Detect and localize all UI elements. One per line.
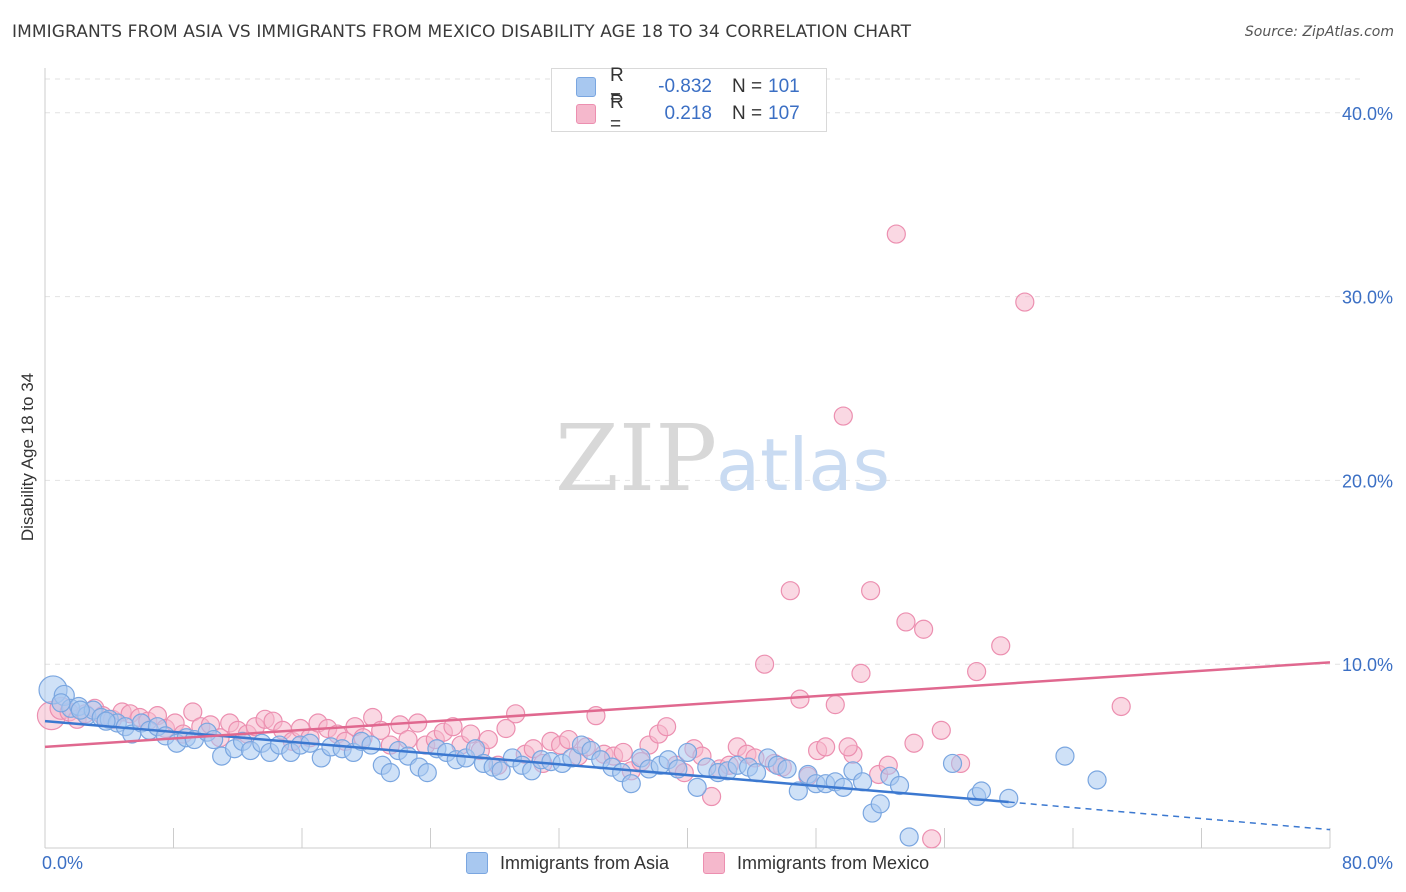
x-tick-label-max: 80.0% [1342, 853, 1393, 873]
asia-point [204, 729, 224, 750]
y-tick-label: 40.0% [1342, 104, 1393, 124]
asia-point [677, 742, 698, 763]
asia-point [899, 827, 919, 847]
mexico-point [701, 786, 722, 807]
asia-point [51, 693, 71, 713]
chart-title: IMMIGRANTS FROM ASIA VS IMMIGRANTS FROM … [12, 22, 912, 42]
mexico-swatch [576, 104, 596, 124]
watermark-atlas: atlas [716, 423, 890, 507]
mexico-n-value: 107 [768, 103, 800, 124]
asia-point [361, 735, 381, 755]
mexico-r-value: 0.218 [664, 103, 712, 124]
asia-n-value: 101 [768, 76, 800, 97]
asia-point [870, 794, 890, 814]
r-label: R = [610, 92, 624, 135]
mexico-point [754, 654, 775, 674]
mexico-point [613, 742, 633, 763]
legend-item-mexico[interactable]: Immigrants from Mexico [703, 852, 929, 874]
mexico-point [1015, 292, 1035, 312]
mexico-point [886, 224, 906, 244]
y-axis-label: Disability Age 18 to 34 [18, 373, 37, 541]
legend-label-asia: Immigrants from Asia [500, 852, 670, 873]
asia-point [1087, 770, 1107, 790]
mexico-point [816, 737, 836, 757]
asia-point [746, 763, 767, 783]
asia-point [1055, 746, 1075, 766]
legend-label-mexico: Immigrants from Mexico [737, 852, 930, 873]
mexico-point [780, 581, 800, 601]
asia-trend-extension [1008, 801, 1331, 831]
correlation-legend: R = -0.832 N = 101 R = 0.218 N = 107 [551, 65, 827, 135]
mexico-point [851, 663, 871, 683]
mexico-point [443, 717, 463, 737]
r-label: R = [610, 65, 624, 108]
legend-item-asia[interactable]: Immigrants from Asia [466, 852, 669, 874]
mexico-point [790, 689, 810, 709]
mexico-point [931, 720, 951, 740]
mexico-point [904, 733, 924, 753]
asia-point [942, 753, 963, 774]
asia-point [999, 788, 1019, 808]
asia-point [380, 763, 400, 783]
mexico-point [825, 695, 845, 715]
asia-trend-line [44, 719, 1009, 804]
asia-point [788, 781, 808, 801]
mexico-point [861, 581, 881, 601]
mexico-trend-line [44, 661, 1331, 749]
asia-point [971, 781, 992, 801]
n-label: N = [732, 103, 763, 124]
mexico-point [914, 619, 934, 639]
mexico-point [183, 702, 203, 722]
asia-point [562, 748, 582, 768]
mexico-point [657, 717, 677, 737]
asia-swatch [576, 77, 596, 97]
asia-point [687, 777, 707, 797]
y-tick-label: 30.0% [1342, 288, 1393, 308]
legend-row-mexico: R = 0.218 N = 107 [576, 92, 800, 135]
mexico-point [833, 406, 853, 426]
mexico-point [838, 737, 858, 757]
mexico-point [896, 612, 916, 632]
asia-point [777, 759, 797, 779]
watermark-zip: ZIP [555, 405, 717, 512]
source-label: Source: ZipAtlas.com [1244, 24, 1394, 40]
asia-point [621, 774, 641, 794]
asia-point [70, 700, 90, 720]
asia-point [889, 775, 910, 796]
gridlines [45, 78, 1365, 665]
x-tick-label-min: 0.0% [42, 853, 83, 873]
asia-point [491, 761, 511, 781]
legend-row-asia: R = -0.832 N = 101 [576, 65, 800, 108]
asia-r-value: -0.832 [658, 76, 712, 97]
watermark: ZIP atlas [555, 405, 890, 512]
series-legend: Immigrants from Asia Immigrants from Mex… [466, 852, 963, 874]
mexico-swatch [703, 852, 726, 874]
mexico-point [991, 636, 1011, 656]
y-tick-label: 20.0% [1342, 471, 1393, 491]
mexico-point [1111, 696, 1131, 717]
y-tick-label: 10.0% [1342, 655, 1393, 675]
mexico-point [967, 661, 987, 682]
n-label: N = [732, 76, 763, 97]
mexico-point [506, 704, 526, 724]
trend-lines [44, 661, 1331, 831]
mexico-point [496, 718, 516, 739]
asia-point [417, 763, 437, 783]
tick-labels: 10.0% 20.0% 30.0% 40.0% 0.0% 80.0% [42, 104, 1393, 873]
mexico-point [922, 829, 942, 849]
series-asia-points [38, 675, 1107, 847]
asia-swatch [466, 852, 488, 874]
